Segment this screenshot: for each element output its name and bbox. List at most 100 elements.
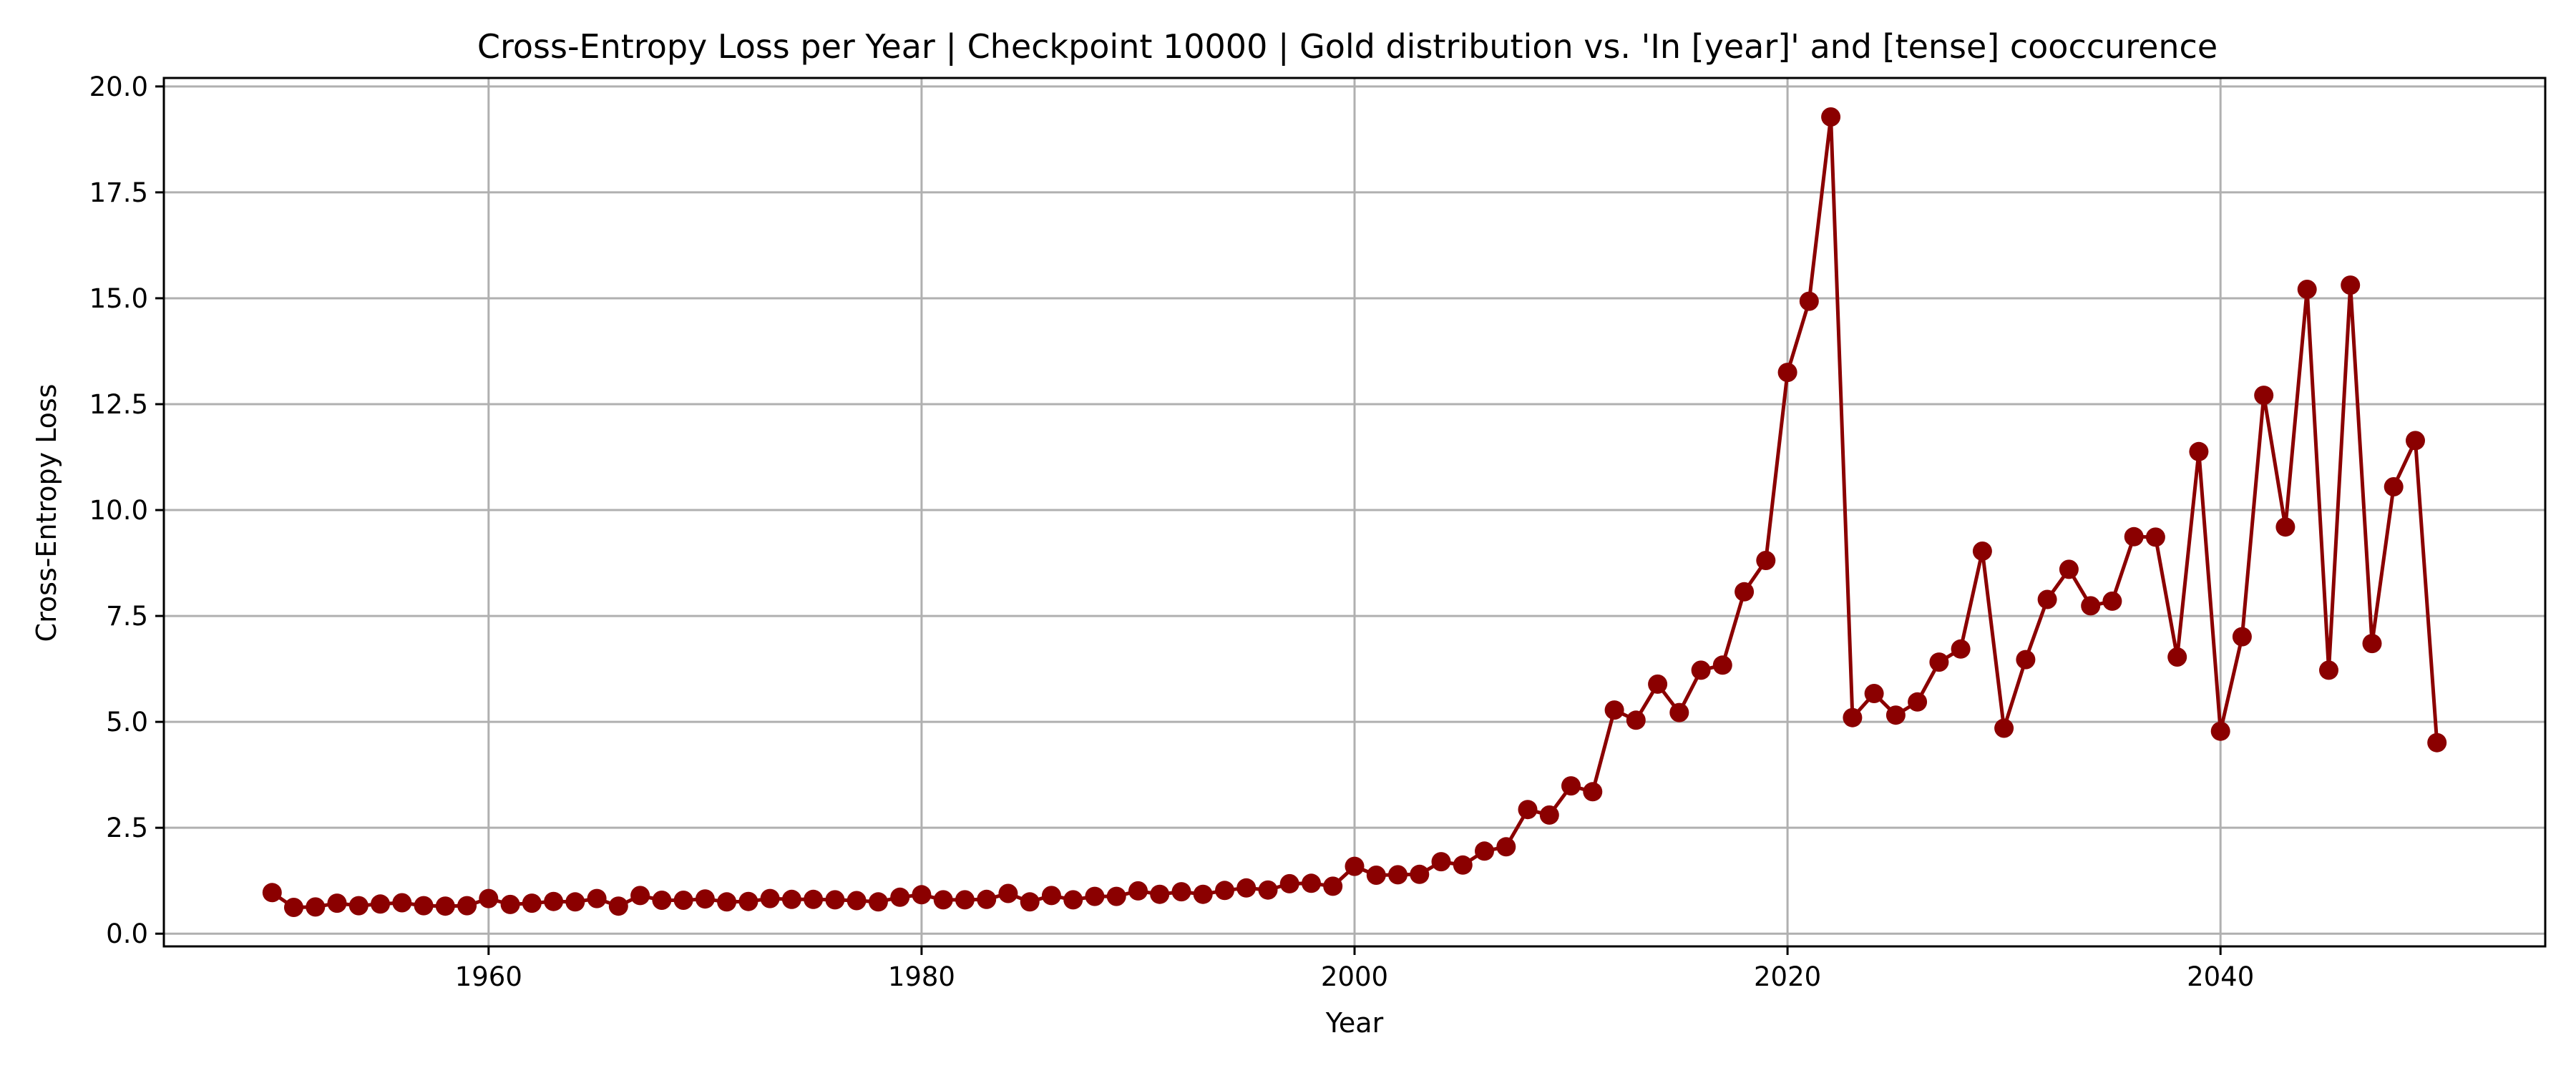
data-point <box>2319 660 2338 680</box>
data-point <box>1063 890 1083 910</box>
data-point <box>2037 589 2057 609</box>
data-point <box>608 896 628 916</box>
x-tick-label: 1980 <box>888 961 955 992</box>
data-point <box>2102 591 2122 611</box>
y-tick-label: 20.0 <box>89 72 148 102</box>
data-point <box>1150 884 1170 904</box>
x-tick-label: 1960 <box>455 961 522 992</box>
data-point <box>1712 655 1732 675</box>
data-point <box>630 886 650 906</box>
data-point <box>2406 431 2425 451</box>
data-point <box>435 896 455 916</box>
data-point <box>1735 582 1755 602</box>
data-point <box>2384 477 2404 496</box>
data-point <box>1648 674 1668 694</box>
data-point <box>306 897 326 917</box>
data-point <box>890 887 910 907</box>
data-point <box>1236 878 1257 898</box>
data-point <box>1821 107 1841 127</box>
data-point <box>652 891 672 910</box>
data-point <box>2427 733 2447 753</box>
data-point <box>348 896 369 916</box>
data-series <box>262 107 2447 917</box>
data-point <box>457 896 477 916</box>
data-point <box>1410 864 1430 884</box>
data-point <box>1929 652 1949 672</box>
chart-title: Cross-Entropy Loss per Year | Checkpoint… <box>477 27 2218 67</box>
data-point <box>1518 800 1538 820</box>
data-point <box>262 883 282 903</box>
data-point <box>1496 837 1516 857</box>
data-point <box>1366 866 1386 885</box>
data-point <box>1799 291 1819 311</box>
data-point <box>1193 884 1213 904</box>
y-tick-label: 2.5 <box>106 813 148 843</box>
x-axis-label: Year <box>1325 1007 1384 1039</box>
data-point <box>955 890 975 910</box>
data-point <box>2232 627 2252 647</box>
data-point <box>327 893 347 913</box>
data-point <box>587 888 607 908</box>
data-point <box>2016 650 2036 670</box>
data-point <box>2297 280 2317 299</box>
data-point <box>1604 700 1624 720</box>
data-point <box>2189 441 2209 461</box>
data-point <box>414 896 434 916</box>
data-point <box>565 892 585 912</box>
data-point <box>912 885 932 905</box>
data-point <box>500 894 520 914</box>
axis-ticks: 1960 1980 2000 2020 2040 0.0 2.5 5.0 7.5 10.0 12.5… <box>89 72 2255 992</box>
data-point <box>1864 684 1884 703</box>
data-point <box>2124 526 2144 547</box>
data-point <box>1669 702 1689 722</box>
y-tick-label: 10.0 <box>89 495 148 526</box>
data-point <box>998 883 1018 903</box>
data-point <box>847 891 867 911</box>
y-axis-label: Cross-Entropy Loss <box>31 384 62 642</box>
data-point <box>522 893 542 913</box>
data-point <box>1691 660 1711 680</box>
data-point <box>2210 721 2230 741</box>
x-tick-label: 2040 <box>2187 961 2254 992</box>
data-point <box>1475 841 1494 861</box>
data-point <box>1258 880 1278 900</box>
data-point <box>738 891 758 911</box>
data-point <box>1388 865 1407 885</box>
data-point <box>804 889 824 909</box>
data-point <box>1128 881 1148 901</box>
data-point <box>1951 639 1971 659</box>
data-point <box>673 891 693 910</box>
x-tick-label: 2020 <box>1754 961 1821 992</box>
data-point <box>1453 855 1473 875</box>
data-point <box>1171 882 1191 902</box>
data-point <box>1020 892 1040 912</box>
data-point <box>479 888 499 908</box>
data-point <box>760 888 780 908</box>
data-point <box>1215 881 1234 901</box>
data-point <box>2275 517 2296 537</box>
data-point <box>717 892 737 912</box>
x-tick-label: 2000 <box>1321 961 1388 992</box>
y-tick-label: 15.0 <box>89 283 148 314</box>
data-point <box>2362 634 2382 654</box>
data-point <box>977 889 997 909</box>
y-tick-label: 17.5 <box>89 177 148 208</box>
data-point <box>781 889 801 909</box>
y-tick-label: 0.0 <box>106 918 148 949</box>
data-point <box>2145 527 2165 547</box>
data-point <box>1106 886 1126 906</box>
data-point <box>933 890 953 910</box>
data-point <box>1302 873 1321 893</box>
data-point <box>2167 647 2187 667</box>
data-point <box>1085 886 1105 906</box>
data-point <box>371 894 390 914</box>
data-point <box>1561 776 1581 796</box>
data-point <box>695 889 715 909</box>
data-point <box>1908 692 1928 712</box>
data-point <box>1323 876 1343 896</box>
data-point <box>2059 559 2079 579</box>
data-point <box>1994 718 2014 738</box>
data-point <box>2081 596 2101 616</box>
data-point <box>1583 782 1603 802</box>
data-point <box>1279 873 1299 893</box>
